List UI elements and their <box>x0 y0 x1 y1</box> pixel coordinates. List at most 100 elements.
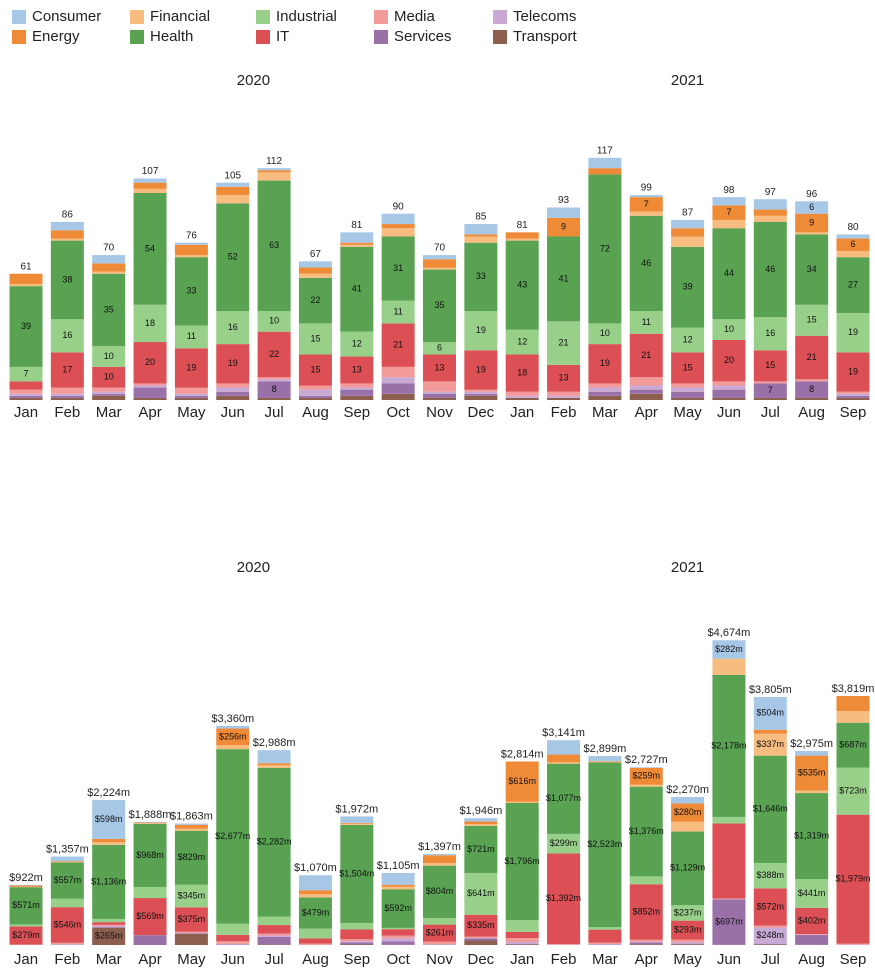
bar-segment <box>133 822 167 824</box>
bar-segment <box>505 391 539 396</box>
bar-segment <box>257 381 291 398</box>
bar-segment <box>588 323 622 345</box>
bar-segment <box>381 323 415 367</box>
segment-label: 52 <box>228 252 238 262</box>
bar-segment <box>298 928 332 939</box>
total-label: 96 <box>806 189 818 200</box>
total-label: 97 <box>765 187 777 198</box>
bar-segment <box>712 228 746 320</box>
bar-segment <box>174 255 208 258</box>
bar-segment <box>629 944 663 945</box>
bar-segment <box>753 317 787 351</box>
bar-segment <box>505 802 539 921</box>
bar-segment <box>464 236 498 243</box>
bar-segment <box>133 935 167 945</box>
bar-segment <box>836 710 870 723</box>
bar-segment <box>753 381 787 384</box>
bar-segment <box>257 397 291 400</box>
bar-segment <box>133 387 167 398</box>
bar-segment <box>423 863 456 866</box>
segment-label: $616m <box>508 776 536 786</box>
bar-segment <box>795 793 829 880</box>
segment-label: 21 <box>559 337 569 347</box>
segment-label: $256m <box>219 731 247 741</box>
bar-segment <box>9 924 43 927</box>
total-label: 70 <box>434 243 446 254</box>
total-label: $1,863m <box>170 810 213 822</box>
total-label: $1,397m <box>418 841 461 853</box>
segment-label: $1,646m <box>753 804 788 814</box>
bar-segment <box>216 186 250 196</box>
bar-segment <box>381 886 415 890</box>
bar-segment <box>629 786 663 877</box>
segment-label: $261m <box>426 927 454 937</box>
bar-segment <box>298 897 332 929</box>
segment-label: 15 <box>310 364 320 374</box>
bar-segment <box>340 941 374 943</box>
bar-segment <box>588 383 622 388</box>
bar-segment <box>547 763 581 834</box>
bar-segment <box>629 310 663 334</box>
bar-segment <box>505 938 539 943</box>
bar-segment <box>588 943 622 945</box>
bar-segment <box>174 257 208 326</box>
x-tick-label: Apr <box>138 951 161 968</box>
bar-segment <box>629 941 663 943</box>
segment-label: 7 <box>768 385 773 395</box>
bar-segment <box>92 395 126 400</box>
x-tick-label: May <box>673 951 702 968</box>
bar-segment <box>340 922 374 930</box>
bar-segment <box>671 831 705 906</box>
bar-segment <box>257 765 291 768</box>
segment-label: 15 <box>765 360 775 370</box>
bar-segment <box>588 168 622 175</box>
bar-segment <box>423 255 456 260</box>
segment-label: 20 <box>724 355 734 365</box>
bar-segment <box>340 823 374 825</box>
total-label: $1,946m <box>459 805 502 817</box>
bar-segment <box>753 199 787 210</box>
bar-segment <box>216 745 250 750</box>
segment-label: $1,077m <box>546 793 581 803</box>
bar-segment <box>547 207 581 218</box>
bar-segment <box>671 391 705 398</box>
segment-label: $265m <box>95 931 123 941</box>
bar-segment <box>753 927 787 944</box>
bar-segment <box>257 925 291 934</box>
bar-segment <box>9 885 43 887</box>
bar-segment <box>216 310 250 345</box>
total-label: $2,727m <box>625 754 668 766</box>
segment-label: $546m <box>54 919 82 929</box>
bar-segment <box>50 397 84 400</box>
bar-segment <box>133 383 167 386</box>
bar-segment <box>547 944 581 945</box>
x-tick-label: Apr <box>635 404 658 421</box>
bar-segment <box>753 350 787 382</box>
bar-segment <box>464 914 498 937</box>
bar-segment <box>588 761 622 762</box>
total-label: 93 <box>558 195 570 206</box>
bar-segment <box>423 259 456 268</box>
bar-segment <box>795 232 829 235</box>
bar-segment <box>547 321 581 365</box>
bar-segment <box>340 387 374 390</box>
bar-segment <box>298 395 332 398</box>
bar-segment <box>753 729 787 734</box>
bar-segment <box>133 823 167 824</box>
segment-label: 22 <box>310 295 320 305</box>
segment-label: 27 <box>848 279 858 289</box>
x-tick-label: Apr <box>635 951 658 968</box>
bar-segment <box>133 304 167 343</box>
bar-segment <box>50 319 84 353</box>
bar-segment <box>795 879 829 908</box>
bar-segment <box>174 325 208 349</box>
bar-segment <box>298 389 332 396</box>
segment-label: $280m <box>674 807 702 817</box>
segment-label: 19 <box>848 327 858 337</box>
bar-segment <box>547 740 581 755</box>
bar-segment <box>174 242 208 245</box>
bar-segment <box>257 331 291 378</box>
bar-segment <box>836 397 870 400</box>
bar-segment <box>92 391 126 394</box>
bar-segment <box>671 387 705 392</box>
